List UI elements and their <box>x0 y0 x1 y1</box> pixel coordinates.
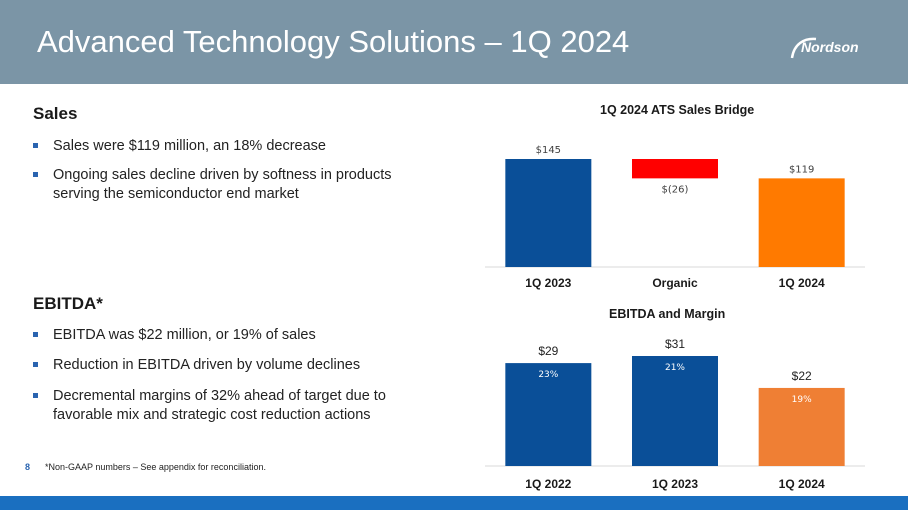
ebitda-bar-1q-2023 <box>632 356 718 466</box>
sales-bridge-data-label: $145 <box>536 145 561 156</box>
sales-heading: Sales <box>33 104 78 123</box>
sales-bridge-category-label: 1Q 2023 <box>525 276 571 290</box>
ebitda-bullet: Decremental margins of 32% ahead of targ… <box>33 387 413 425</box>
sales-bullet: Ongoing sales decline driven by softness… <box>33 166 413 204</box>
sales-bridge-bar-1q-2024 <box>758 178 845 267</box>
sales-bridge-data-label: $119 <box>789 164 814 175</box>
page-number: 8 <box>25 462 31 472</box>
nordson-logo <box>790 37 817 59</box>
ebitda-margin-label: 19% <box>792 395 812 405</box>
ebitda-bullet: Reduction in EBITDA driven by volume dec… <box>33 356 413 375</box>
ebitda-value-label: $22 <box>792 369 812 383</box>
ebitda-bullet: EBITDA was $22 million, or 19% of sales <box>33 326 413 345</box>
ebitda-bar-1q-2022 <box>505 363 592 466</box>
ebitda-bar-1q-2024 <box>758 387 845 466</box>
ebitda-value-label: $31 <box>665 337 685 351</box>
sales-bridge-bar-1q-2023 <box>505 159 592 267</box>
bullet-square-icon <box>33 393 38 398</box>
bullet-square-icon <box>33 362 38 367</box>
bullet-square-icon <box>33 143 38 148</box>
logo-text: Nordson <box>801 39 859 55</box>
ebitda-category-label: 1Q 2024 <box>779 477 825 491</box>
ebitda-category-label: 1Q 2023 <box>652 477 698 491</box>
header-bar <box>0 0 908 84</box>
page-title: Advanced Technology Solutions – 1Q 2024 <box>37 24 630 59</box>
ebitda-margin-label: 21% <box>665 363 685 373</box>
ebitda-margin-label: 23% <box>538 370 558 380</box>
sales-bridge-bar-organic <box>632 159 718 179</box>
ebitda-chart-title: EBITDA and Margin <box>609 307 726 321</box>
ebitda-value-label: $29 <box>538 344 558 358</box>
sales-bridge-category-label: Organic <box>652 276 698 290</box>
ebitda-category-label: 1Q 2022 <box>525 477 571 491</box>
sales-bridge-data-label: $(26) <box>662 184 689 195</box>
footnote: *Non-GAAP numbers – See appendix for rec… <box>45 462 266 472</box>
sales-bullet: Sales were $119 million, an 18% decrease <box>33 137 413 156</box>
sales-bridge-category-label: 1Q 2024 <box>779 276 825 290</box>
bullet-square-icon <box>33 332 38 337</box>
sales-bridge-title: 1Q 2024 ATS Sales Bridge <box>600 103 755 117</box>
bullet-square-icon <box>33 172 38 177</box>
ebitda-heading: EBITDA* <box>33 294 103 313</box>
footer-bar <box>0 496 908 510</box>
